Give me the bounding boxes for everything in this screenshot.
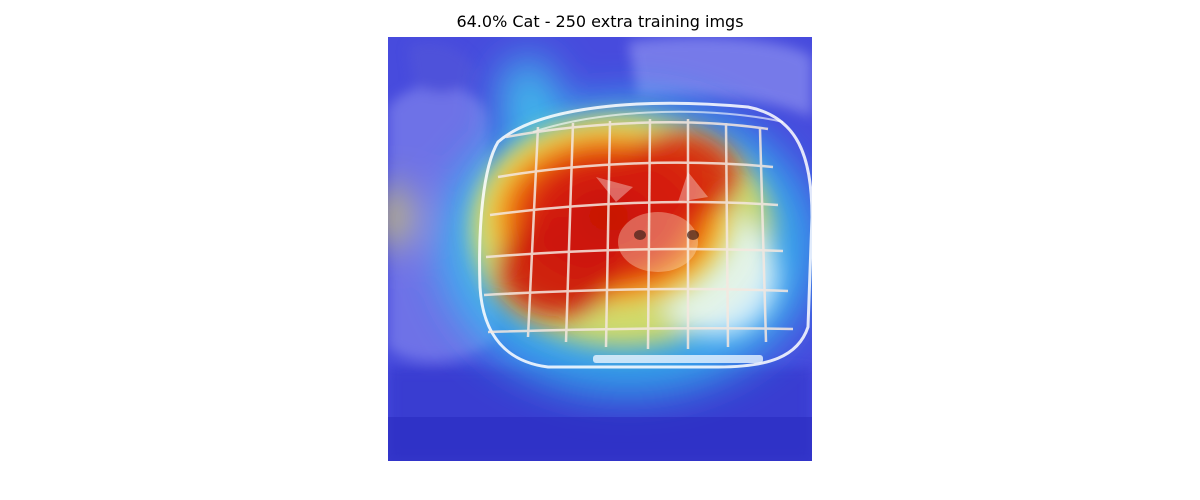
carrier-tray <box>593 355 763 363</box>
cat-face <box>596 172 708 272</box>
heatmap-overlay-svg <box>388 37 812 461</box>
carrier <box>478 101 812 369</box>
heatmap-image <box>388 37 812 461</box>
carrier-grid <box>483 118 794 350</box>
figure-title: 64.0% Cat - 250 extra training imgs <box>456 12 744 31</box>
